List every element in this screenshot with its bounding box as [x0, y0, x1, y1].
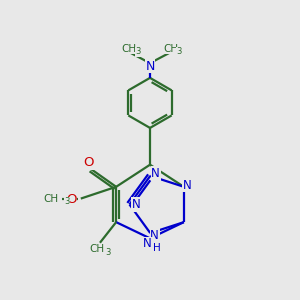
Text: N: N [132, 198, 140, 211]
Text: N: N [143, 237, 152, 250]
Text: N: N [150, 229, 159, 242]
Text: CH: CH [44, 194, 59, 204]
Text: N: N [145, 60, 155, 73]
Text: CH: CH [89, 244, 105, 254]
Text: 3: 3 [106, 248, 111, 257]
Text: N: N [183, 179, 192, 192]
Text: 3: 3 [135, 47, 140, 56]
Text: O: O [66, 193, 76, 206]
Text: O: O [83, 156, 94, 169]
Text: H: H [154, 243, 161, 253]
Text: 3: 3 [64, 197, 70, 206]
Text: 3: 3 [176, 47, 182, 56]
Text: CH: CH [122, 44, 137, 54]
Text: N: N [151, 167, 160, 180]
Text: CH: CH [163, 44, 178, 54]
